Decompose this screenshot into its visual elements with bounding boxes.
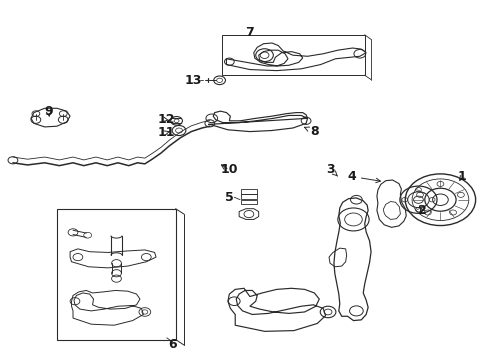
Text: 9: 9 <box>44 105 53 118</box>
Text: 4: 4 <box>347 170 380 183</box>
Text: 12: 12 <box>157 113 174 126</box>
Text: 13: 13 <box>185 74 202 87</box>
Text: 7: 7 <box>245 27 254 40</box>
Text: 10: 10 <box>220 163 238 176</box>
Text: 11: 11 <box>157 126 174 139</box>
Text: 1: 1 <box>458 170 467 183</box>
Text: 2: 2 <box>417 204 426 217</box>
Text: 3: 3 <box>326 163 338 176</box>
Text: 6: 6 <box>169 338 177 351</box>
Text: 5: 5 <box>225 191 234 204</box>
Text: 8: 8 <box>304 125 319 138</box>
